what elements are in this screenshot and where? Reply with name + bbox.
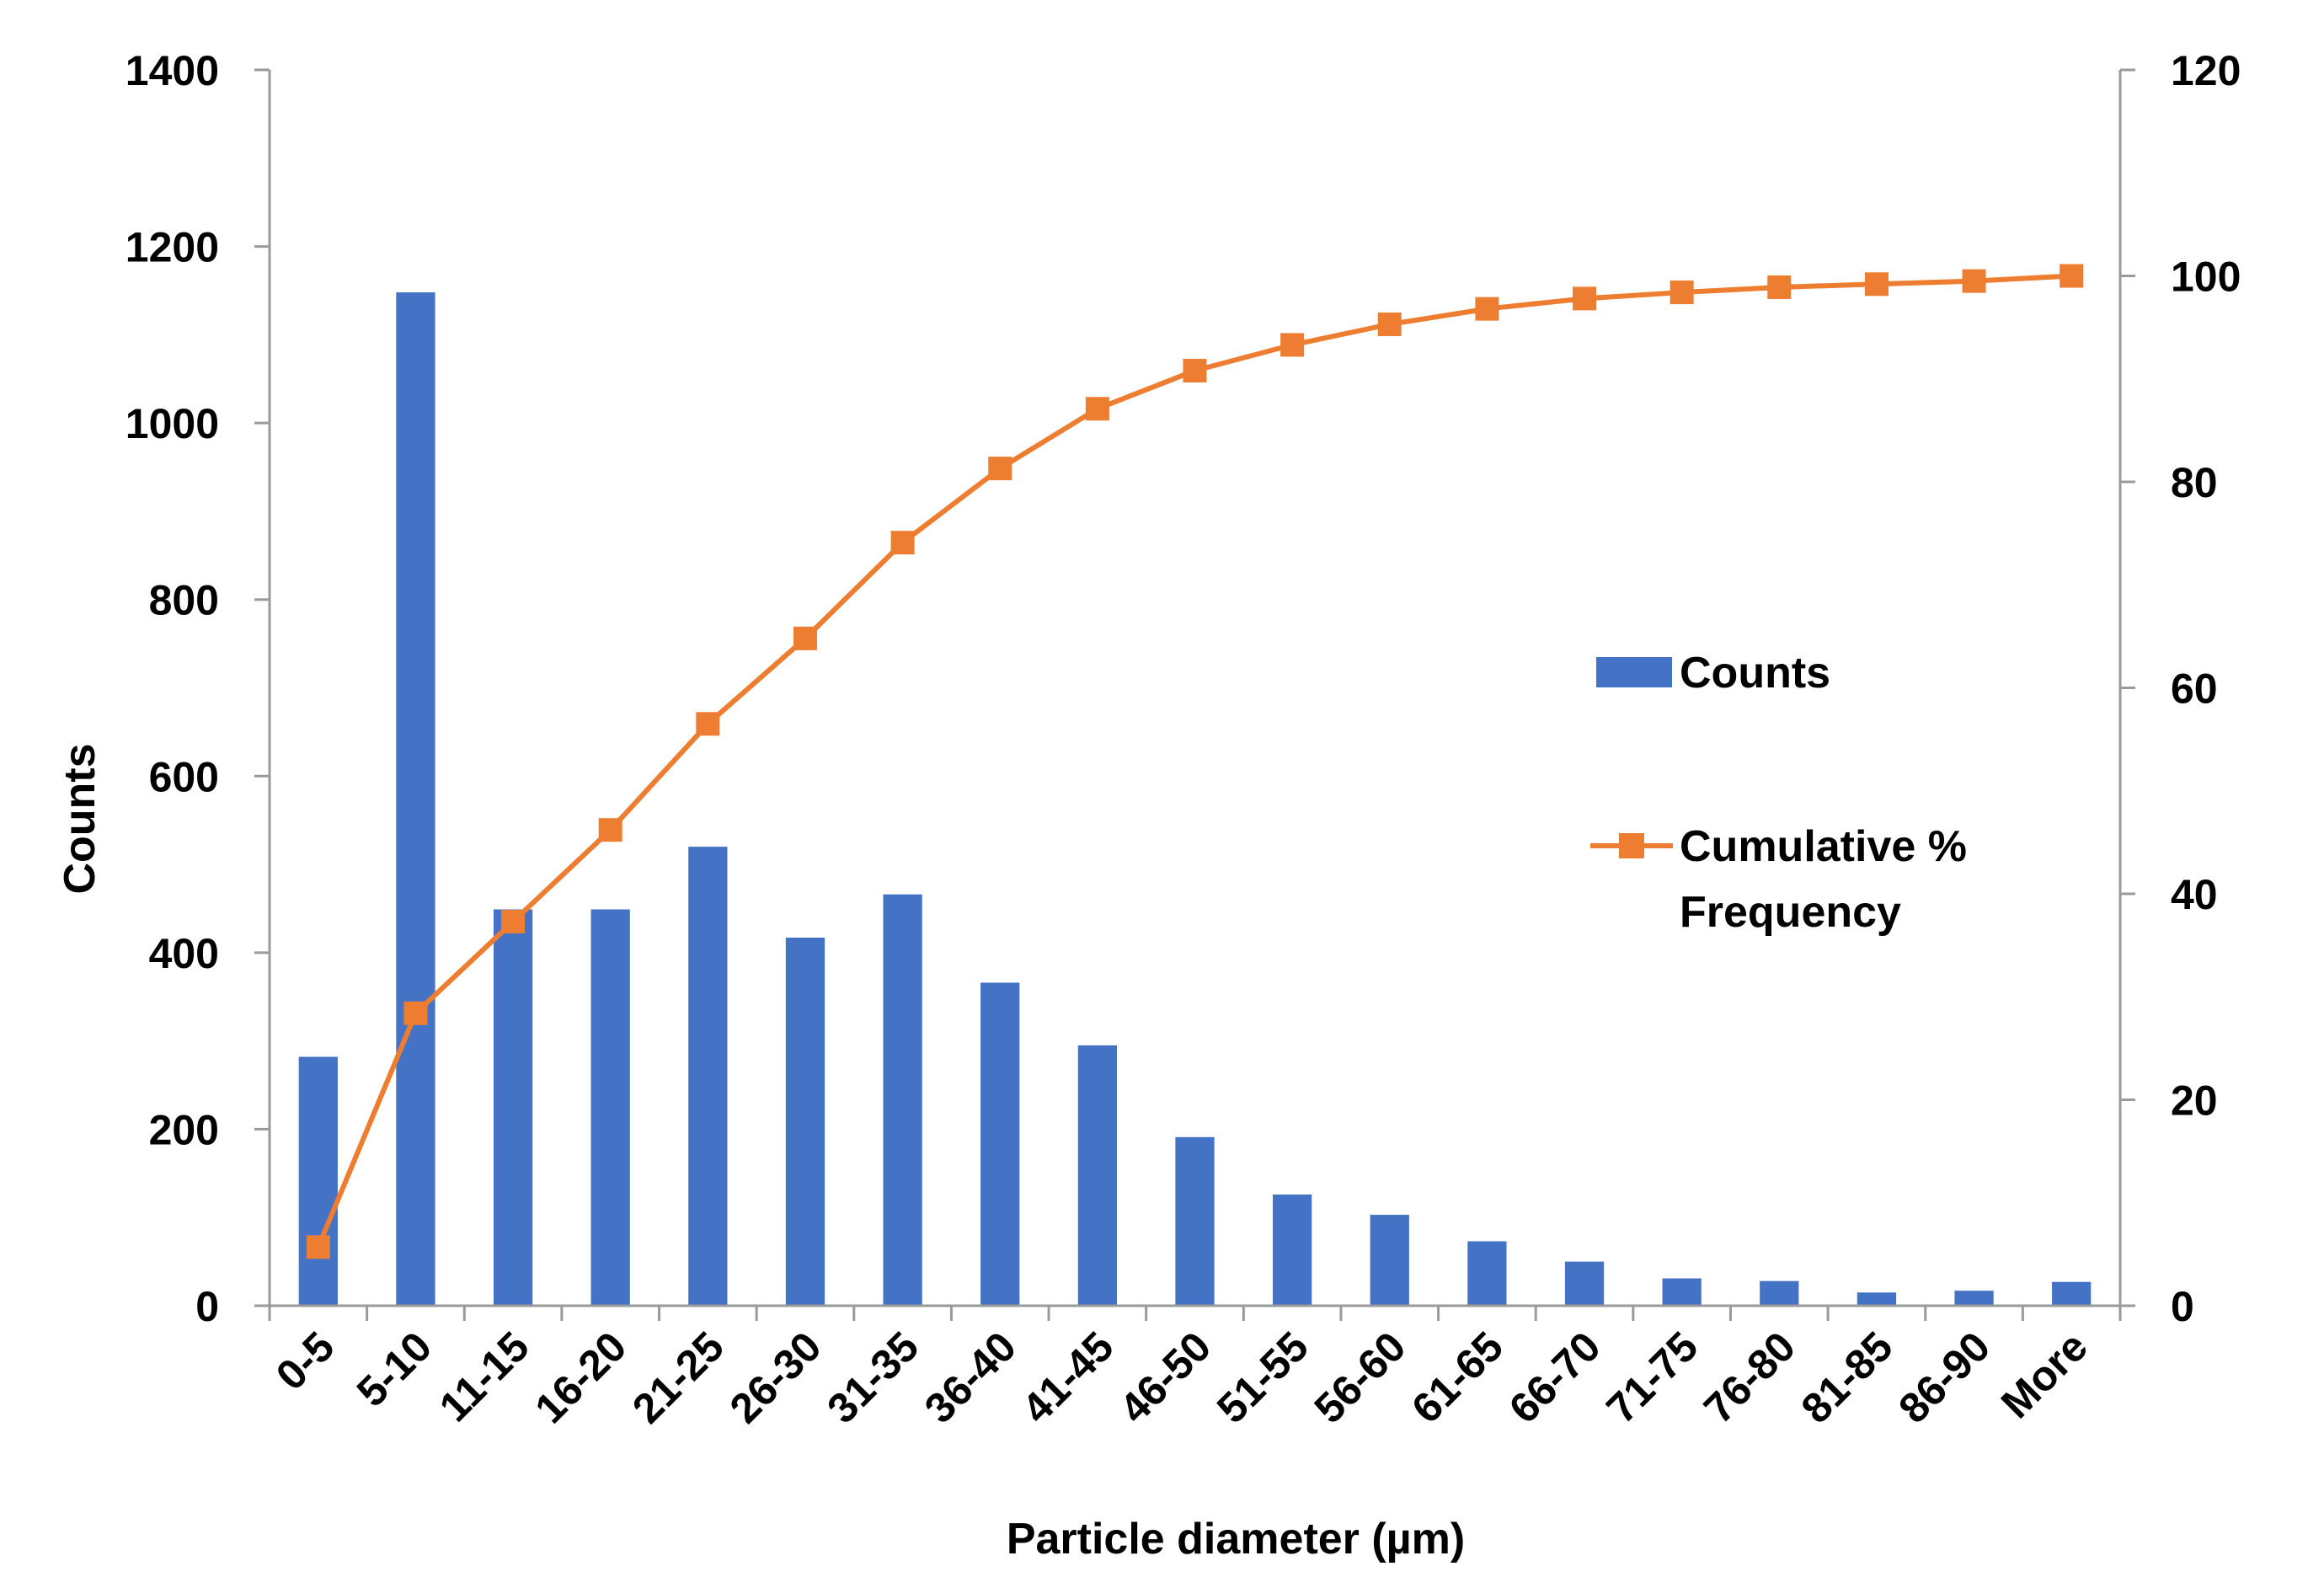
bar-61-65 xyxy=(1467,1241,1507,1306)
legend-counts-swatch xyxy=(1596,657,1672,687)
x-tick-label: 71-75 xyxy=(1597,1323,1707,1432)
bar-5-10 xyxy=(396,292,435,1306)
bar-71-75 xyxy=(1662,1278,1702,1306)
bar-More xyxy=(2052,1281,2092,1306)
cumulative-point-16-20 xyxy=(598,818,622,842)
y-tick-label: 600 xyxy=(149,753,219,800)
bar-0-5 xyxy=(298,1056,338,1306)
cumulative-point-61-65 xyxy=(1475,297,1499,321)
x-tick-label: 81-85 xyxy=(1792,1323,1902,1432)
cumulative-point-46-50 xyxy=(1183,358,1207,382)
cumulative-point-More xyxy=(2060,264,2084,288)
x-tick-label: 76-80 xyxy=(1695,1323,1804,1432)
cumulative-point-76-80 xyxy=(1767,275,1792,299)
cumulative-point-71-75 xyxy=(1670,281,1694,305)
cumulative-point-0-5 xyxy=(306,1235,330,1259)
bar-66-70 xyxy=(1564,1261,1605,1306)
legend-cumulative-label-line1: Cumulative % xyxy=(1680,822,1967,871)
y2-tick-label: 20 xyxy=(2171,1077,2218,1125)
cumulative-point-56-60 xyxy=(1377,312,1402,336)
cumulative-point-41-45 xyxy=(1085,397,1109,421)
bar-86-90 xyxy=(1954,1291,1994,1306)
cumulative-point-36-40 xyxy=(988,457,1012,481)
cumulative-polyline xyxy=(316,273,2072,1248)
bar-16-20 xyxy=(590,909,630,1306)
y-tick-label: 1000 xyxy=(126,400,219,447)
x-tick-label: 11-15 xyxy=(430,1323,538,1430)
y-tick-label: 0 xyxy=(195,1283,219,1330)
legend-counts-label: Counts xyxy=(1680,649,1830,698)
bar-36-40 xyxy=(980,982,1020,1306)
bar-31-35 xyxy=(883,894,922,1306)
bar-26-30 xyxy=(785,938,825,1306)
x-tick-label: 16-20 xyxy=(526,1323,635,1432)
x-tick-label: 46-50 xyxy=(1110,1323,1220,1432)
x-axis-title: Particle diameter (µm) xyxy=(1007,1515,1465,1564)
x-tick-label: 0-5 xyxy=(267,1323,344,1399)
counts-bars xyxy=(298,292,2092,1306)
bar-41-45 xyxy=(1077,1045,1117,1306)
legend-cumulative-label-line2: Frequency xyxy=(1680,888,1901,937)
y2-tick-label: 60 xyxy=(2171,666,2218,713)
cumulative-point-66-70 xyxy=(1573,286,1597,311)
x-tick-label: 56-60 xyxy=(1306,1323,1415,1432)
cumulative-point-81-85 xyxy=(1864,272,1889,297)
cumulative-line xyxy=(306,264,2084,1259)
x-tick-label: 21-25 xyxy=(623,1323,733,1432)
cumulative-point-86-90 xyxy=(1962,269,1986,293)
axes xyxy=(254,68,2135,1321)
x-tick-label: 31-35 xyxy=(818,1323,927,1432)
x-tick-label: 61-65 xyxy=(1402,1323,1512,1432)
y2-tick-label: 120 xyxy=(2171,47,2241,94)
y-tick-label: 1200 xyxy=(126,224,219,271)
bar-11-15 xyxy=(493,909,533,1306)
cumulative-point-26-30 xyxy=(793,626,817,650)
bar-51-55 xyxy=(1273,1194,1312,1306)
y2-tick-label: 40 xyxy=(2171,871,2218,918)
x-tick-label: 51-55 xyxy=(1208,1323,1317,1432)
bar-56-60 xyxy=(1370,1215,1409,1306)
y-tick-label: 800 xyxy=(149,577,219,624)
x-tick-label: 66-70 xyxy=(1500,1323,1610,1432)
x-tick-label: 5-10 xyxy=(348,1323,441,1415)
y-tick-label: 1400 xyxy=(126,47,219,94)
cumulative-point-31-35 xyxy=(890,531,915,555)
cumulative-point-5-10 xyxy=(403,1001,428,1025)
y2-tick-label: 0 xyxy=(2171,1283,2194,1330)
x-tick-label: 26-30 xyxy=(721,1323,831,1432)
cumulative-point-51-55 xyxy=(1280,333,1305,357)
bar-81-85 xyxy=(1857,1292,1897,1306)
cumulative-point-11-15 xyxy=(501,910,526,934)
x-tick-label: More xyxy=(1992,1323,2097,1427)
x-tick-label: 86-90 xyxy=(1889,1323,1999,1432)
x-tick-label: 36-40 xyxy=(916,1323,1025,1432)
y-axis-title: Counts xyxy=(56,743,104,894)
y2-tick-label: 100 xyxy=(2171,254,2241,301)
bar-76-80 xyxy=(1760,1280,1799,1306)
bar-46-50 xyxy=(1175,1136,1215,1306)
bar-21-25 xyxy=(688,847,728,1306)
cumulative-point-21-25 xyxy=(696,712,720,736)
legend-cumulative-swatch-marker xyxy=(1619,833,1644,858)
legend: Counts Cumulative % Frequency xyxy=(1590,649,1967,937)
x-tick-label: 41-45 xyxy=(1013,1323,1123,1432)
y-tick-label: 400 xyxy=(149,930,219,977)
y-tick-label: 200 xyxy=(149,1106,219,1153)
y2-tick-label: 80 xyxy=(2171,459,2218,506)
